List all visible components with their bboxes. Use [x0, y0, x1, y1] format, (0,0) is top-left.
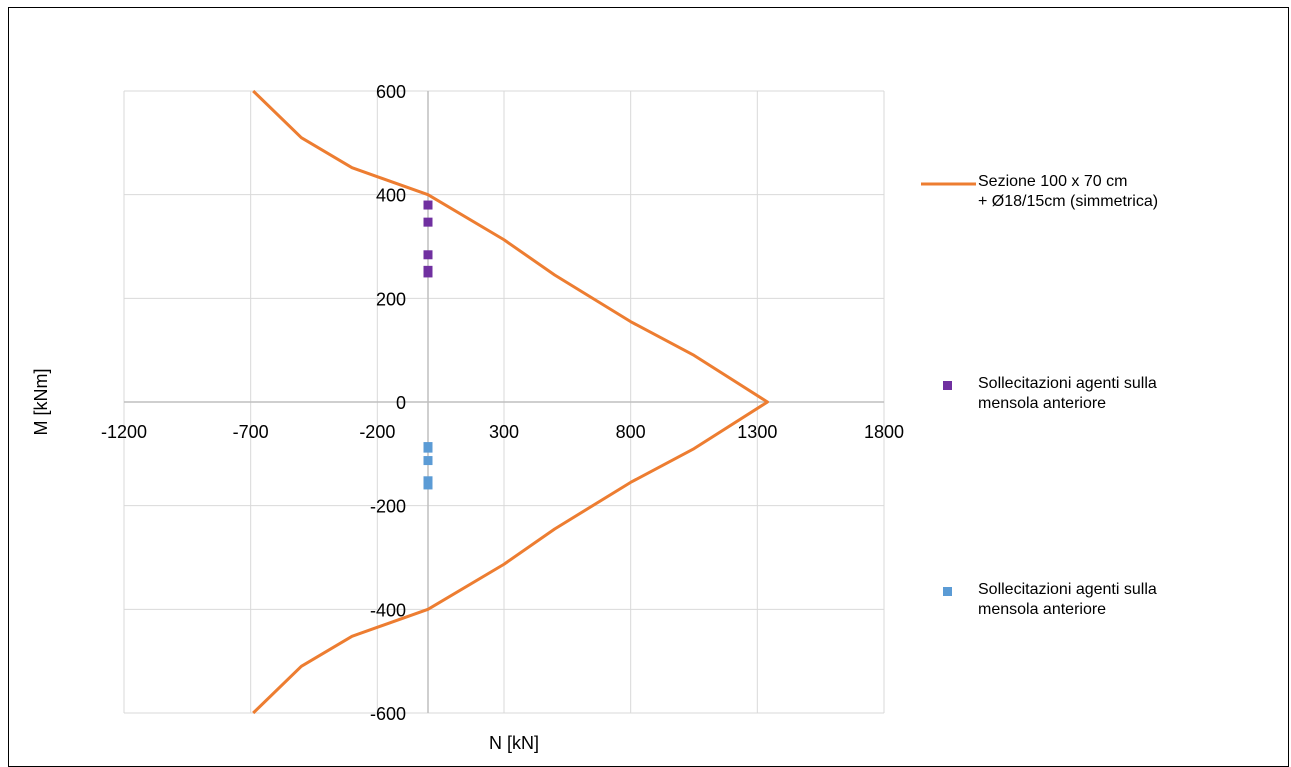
data-point	[423, 250, 433, 260]
x-tick-label: 800	[616, 422, 646, 442]
data-point	[423, 200, 433, 210]
legend-label: Sollecitazioni agenti sulla mensola anter…	[978, 375, 1157, 412]
series-line-0	[252, 89, 769, 715]
y-tick-label: 200	[376, 289, 406, 309]
grid	[123, 90, 885, 714]
y-tick-label: -200	[370, 497, 406, 517]
data-point	[423, 480, 433, 490]
y-axis-title: M [kNm]	[31, 369, 51, 436]
x-tick-label: 300	[489, 422, 519, 442]
x-axis-title: N [kN]	[489, 733, 539, 753]
legend-entry: Sezione 100 x 70 cm + Ø18/15cm (simmetric…	[921, 173, 1158, 210]
y-tick-label: 600	[376, 82, 406, 102]
series-points	[423, 200, 433, 490]
legend-label: Sezione 100 x 70 cm + Ø18/15cm (simmetric…	[978, 173, 1158, 210]
legend-marker-swatch	[943, 587, 952, 596]
x-tick-label: 1800	[864, 422, 904, 442]
x-tick-label: 1300	[737, 422, 777, 442]
data-point	[423, 443, 433, 453]
x-tick-label: -700	[233, 422, 269, 442]
legend-label: Sollecitazioni agenti sulla mensola anter…	[978, 581, 1157, 618]
data-point	[423, 217, 433, 227]
x-tick-label: -1200	[101, 422, 147, 442]
legend: Sezione 100 x 70 cm + Ø18/15cm (simmetric…	[921, 173, 1158, 618]
chart-frame	[8, 7, 1289, 767]
tick-labels: -1200 -700 -200 300 800 1300 1800-600-400-2000…	[101, 82, 904, 724]
y-tick-label: 0	[396, 393, 406, 413]
y-tick-label: -400	[370, 600, 406, 620]
legend-entry: Sollecitazioni agenti sulla mensola anter…	[943, 581, 1157, 618]
y-tick-label: 400	[376, 186, 406, 206]
legend-entry: Sollecitazioni agenti sulla mensola anter…	[943, 375, 1157, 412]
y-tick-label: -600	[370, 704, 406, 724]
data-point	[423, 456, 433, 466]
series-lines	[252, 89, 769, 715]
x-tick-label: -200	[359, 422, 395, 442]
legend-marker-swatch	[943, 381, 952, 390]
data-point	[423, 268, 433, 278]
